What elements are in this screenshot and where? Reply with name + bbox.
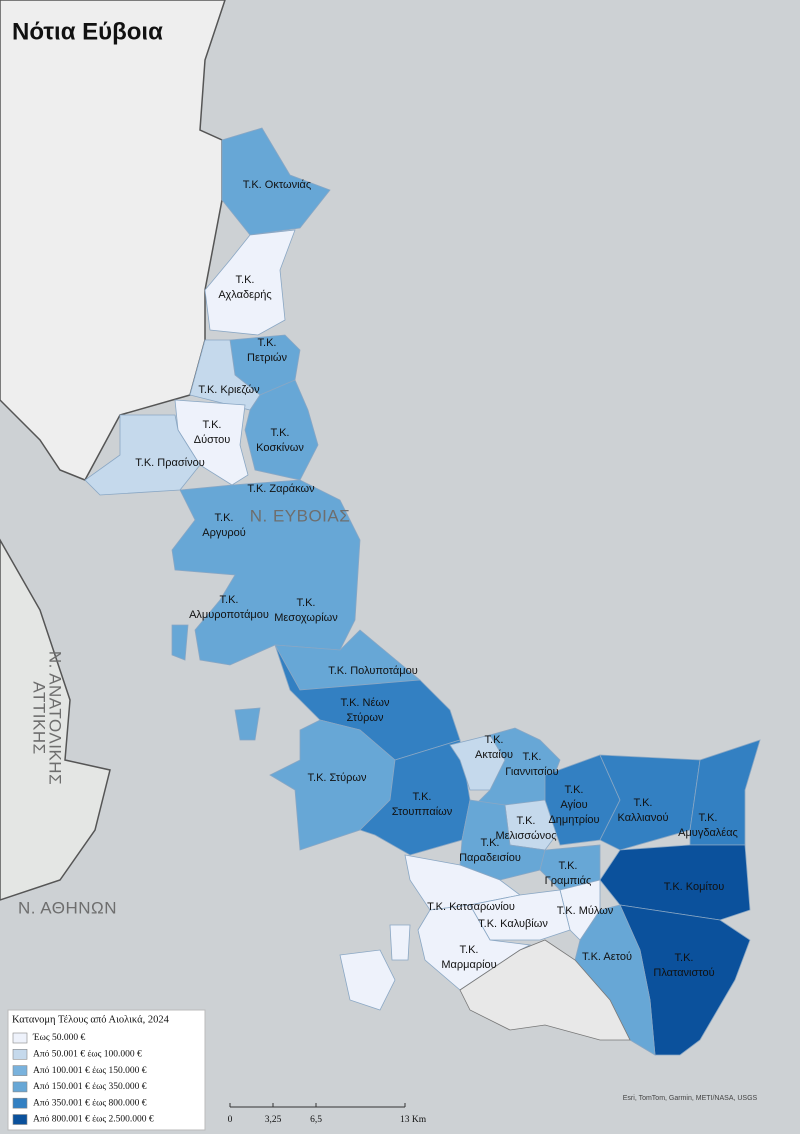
region-label: Τ.Κ. Οκτωνιάς xyxy=(243,179,311,191)
region-label: Τ.Κ. xyxy=(559,860,578,872)
region-labels: Τ.Κ. Οκτωνιάς Τ.Κ. Αχλαδερής Τ.Κ. Πετριών Τ.Κ… xyxy=(135,179,738,979)
region-label: Τ.Κ. xyxy=(258,337,277,349)
area-label: Ν. ΑΘΗΝΩΝ xyxy=(18,898,117,917)
region-label: Αγίου xyxy=(560,799,587,811)
scale-label: 0 xyxy=(228,1115,233,1125)
municipality xyxy=(204,229,296,336)
region-label: Αλμυροποτάμου xyxy=(189,609,269,621)
region-label: Τ.Κ. xyxy=(203,419,222,431)
area-label: ΑΤΤΙΚΗΣ xyxy=(30,681,49,754)
region-label: Αχλαδερής xyxy=(218,289,271,301)
region-label: Τ.Κ. xyxy=(271,427,290,439)
region-label: Τ.Κ. xyxy=(699,812,718,824)
region-label: Τ.Κ. Μύλων xyxy=(557,905,614,917)
legend-swatch xyxy=(12,1065,28,1076)
region-label: Μελισσώνος xyxy=(495,830,556,842)
scale-label: 6,5 xyxy=(310,1115,322,1125)
region-label: Καλλιανού xyxy=(618,812,669,824)
region-label: Αμυγδαλέας xyxy=(678,827,738,839)
region-label: Τ.Κ. xyxy=(413,791,432,803)
region-label: Τ.Κ. Αετού xyxy=(582,951,632,963)
municipality xyxy=(171,479,361,666)
region-label: Τ.Κ. Νέων xyxy=(341,697,390,709)
legend: Κατανομη Τέλους από Αιολικά, 2024 Έως 50… xyxy=(7,1009,206,1131)
legend-title: Κατανομη Τέλους από Αιολικά, 2024 xyxy=(12,1014,170,1025)
region-label: Τ.Κ. xyxy=(460,944,479,956)
legend-label: Από 50.001 € έως 100.000 € xyxy=(33,1049,142,1059)
region-label: Τ.Κ. Κατσαρωνίου xyxy=(427,901,515,913)
region-label: Πετριών xyxy=(247,352,287,364)
legend-label: Από 800.001 € έως 2.500.000 € xyxy=(33,1115,154,1125)
legend-swatch xyxy=(12,1097,28,1109)
region-label: Τ.Κ. Πρασίνου xyxy=(135,457,204,469)
scale-label: 13 Km xyxy=(400,1115,427,1125)
legend-box xyxy=(7,1009,206,1131)
municipality xyxy=(339,949,396,1011)
legend-swatch xyxy=(12,1032,28,1044)
region-label: Τ.Κ. xyxy=(565,784,584,796)
municipalities xyxy=(84,127,761,1056)
region-label: Γραμπιάς xyxy=(545,875,592,887)
legend-label: Έως 50.000 € xyxy=(32,1033,85,1043)
region-label: Τ.Κ. Ζαράκων xyxy=(247,483,315,495)
scale-bar: 0 3,25 6,5 13 Km xyxy=(228,1103,427,1125)
region-label: Τ.Κ. xyxy=(634,797,653,809)
municipality xyxy=(221,127,331,236)
region-label: Γιαννιτσίου xyxy=(505,766,558,778)
region-label: Μεσοχωρίων xyxy=(274,612,338,624)
region-label: Τ.Κ. xyxy=(481,837,500,849)
region-label: Τ.Κ. xyxy=(485,734,504,746)
legend-swatch xyxy=(12,1114,28,1125)
area-label: Ν. ΑΝΑΤΟΛΙΚΗΣ xyxy=(46,651,65,785)
mainland-attica xyxy=(0,538,111,901)
region-label: Τ.Κ. xyxy=(523,751,542,763)
region-label: Τ.Κ. xyxy=(297,597,316,609)
region-label: Τ.Κ. xyxy=(220,594,239,606)
legend-label: Από 100.001 € έως 150.000 € xyxy=(33,1066,147,1076)
region-label: Στύρων xyxy=(347,712,384,724)
region-label: Δύστου xyxy=(194,434,230,446)
region-label: Αργυρού xyxy=(202,527,246,539)
municipality xyxy=(269,719,396,851)
municipality xyxy=(171,624,189,661)
region-label: Τ.Κ. Πολυποτάμου xyxy=(328,665,418,677)
municipality xyxy=(389,924,411,961)
region-label: Τ.Κ. xyxy=(236,274,255,286)
region-label: Τ.Κ. Κριεζών xyxy=(198,384,260,396)
legend-label: Από 150.001 € έως 350.000 € xyxy=(33,1082,147,1092)
region-label: Τ.Κ. Κομίτου xyxy=(664,881,724,893)
region-label: Μαρμαρίου xyxy=(441,959,496,971)
region-label: Τ.Κ. Καλυβίων xyxy=(478,918,548,930)
region-label: Τ.Κ. Στύρων xyxy=(308,772,367,784)
area-label: Ν. ΕΥΒΟΙΑΣ xyxy=(250,506,351,525)
legend-swatch xyxy=(12,1081,28,1093)
map-title: Νότια Εύβοια xyxy=(12,18,163,45)
region-label: Τ.Κ. xyxy=(517,815,536,827)
region-label: Κοσκίνων xyxy=(256,442,304,454)
region-label: Τ.Κ. xyxy=(675,952,694,964)
legend-swatch xyxy=(12,1049,28,1060)
scale-label: 3,25 xyxy=(265,1115,282,1125)
municipality xyxy=(234,707,261,741)
attribution: Esri, TomTom, Garmin, METI/NASA, USGS xyxy=(623,1095,758,1102)
region-label: Δημητρίου xyxy=(548,814,599,826)
region-label: Ακταίου xyxy=(475,749,513,761)
region-label: Τ.Κ. xyxy=(215,512,234,524)
region-label: Παραδεισίου xyxy=(459,852,521,864)
legend-label: Από 350.001 € έως 800.000 € xyxy=(33,1098,147,1108)
region-label: Στουππαίων xyxy=(392,806,453,818)
region-label: Πλατανιστού xyxy=(653,967,714,979)
